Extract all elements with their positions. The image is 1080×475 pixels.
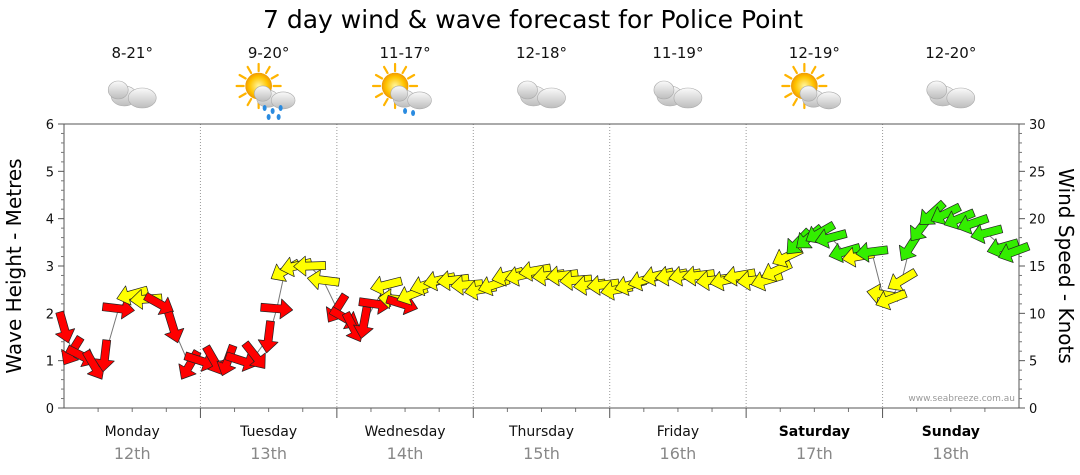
- wind-arrow: [164, 310, 185, 344]
- left-tick-label: 4: [46, 213, 54, 228]
- cloudy-icon: [517, 80, 566, 109]
- left-tick-label: 5: [46, 165, 54, 180]
- left-tick-label: 0: [46, 402, 54, 417]
- wind-arrow: [505, 266, 538, 287]
- wind-arrow: [970, 223, 1004, 244]
- day-date-label: 15th: [523, 444, 560, 463]
- right-axis-label: Wind Speed - Knots: [1054, 168, 1078, 364]
- day-date-label: 12th: [114, 444, 151, 463]
- wind-arrow: [998, 242, 1031, 263]
- day-name-label: Saturday: [779, 424, 850, 440]
- wind-arrow: [930, 202, 962, 225]
- day-date-label: 17th: [796, 444, 833, 463]
- right-tick-label: 15: [1029, 260, 1046, 275]
- wind-arrow: [257, 320, 279, 354]
- wind-arrow: [450, 274, 484, 296]
- wind-arrow: [855, 242, 889, 263]
- right-tick-label: 30: [1029, 118, 1046, 133]
- day-date-label: 13th: [250, 444, 287, 463]
- sun-cloud-rain-icon: [235, 62, 296, 120]
- day-temperature-label: 8-21°: [111, 44, 153, 62]
- left-tick-label: 6: [46, 118, 54, 133]
- wind-arrow: [306, 269, 340, 290]
- wind-arrow: [814, 228, 848, 249]
- wind-arrow: [353, 305, 374, 339]
- day-date-label: 16th: [660, 444, 697, 463]
- left-axis-label: Wave Height - Metres: [2, 158, 26, 373]
- wind-arrow: [241, 340, 266, 369]
- wind-arrow: [224, 351, 257, 372]
- day-temperature-label: 11-19°: [652, 44, 703, 62]
- wind-arrow: [101, 298, 135, 320]
- day-name-label: Friday: [657, 424, 699, 440]
- wind-arrow: [828, 242, 862, 263]
- day-name-label: Monday: [105, 424, 160, 440]
- day-name-label: Tuesday: [239, 424, 297, 440]
- sun-cloud-icon: [781, 62, 842, 110]
- wind-arrow: [957, 214, 990, 235]
- day-name-label: Thursday: [508, 424, 574, 440]
- wind-arrow: [943, 208, 976, 230]
- wind-arrow: [116, 285, 150, 306]
- left-tick-label: 3: [46, 260, 54, 275]
- left-tick-label: 2: [46, 307, 54, 322]
- wind-arrow: [559, 270, 593, 291]
- right-tick-label: 10: [1029, 307, 1046, 322]
- wind-arrow: [986, 238, 1020, 259]
- day-temperature-label: 11-17°: [380, 44, 431, 62]
- chart-title: 7 day wind & wave forecast for Police Po…: [263, 5, 803, 34]
- wind-arrow: [94, 339, 115, 373]
- right-tick-label: 20: [1029, 213, 1046, 228]
- wind-arrow: [293, 255, 327, 277]
- cloudy-icon: [653, 80, 703, 109]
- right-tick-label: 0: [1029, 402, 1037, 417]
- day-temperature-label: 12-20°: [925, 44, 976, 62]
- wind-arrow: [55, 310, 76, 344]
- cloudy-icon: [107, 80, 157, 109]
- sun-cloud-drizzle-icon: [371, 62, 432, 116]
- wind-arrow: [370, 275, 403, 296]
- wind-arrow: [887, 268, 918, 292]
- day-name-label: Sunday: [922, 424, 980, 440]
- watermark: www.seabreeze.com.au: [908, 394, 1015, 404]
- wind-arrow: [586, 275, 620, 296]
- right-tick-label: 25: [1029, 165, 1046, 180]
- wind-arrow: [260, 298, 294, 320]
- day-temperature-label: 9-20°: [248, 44, 290, 62]
- day-date-label: 14th: [387, 444, 424, 463]
- day-date-label: 18th: [932, 444, 969, 463]
- day-temperature-label: 12-18°: [516, 44, 567, 62]
- left-tick-label: 1: [46, 355, 54, 370]
- day-temperature-label: 12-19°: [789, 44, 840, 62]
- day-name-label: Wednesday: [365, 424, 446, 440]
- right-tick-label: 5: [1029, 355, 1037, 370]
- cloudy-icon: [926, 80, 976, 109]
